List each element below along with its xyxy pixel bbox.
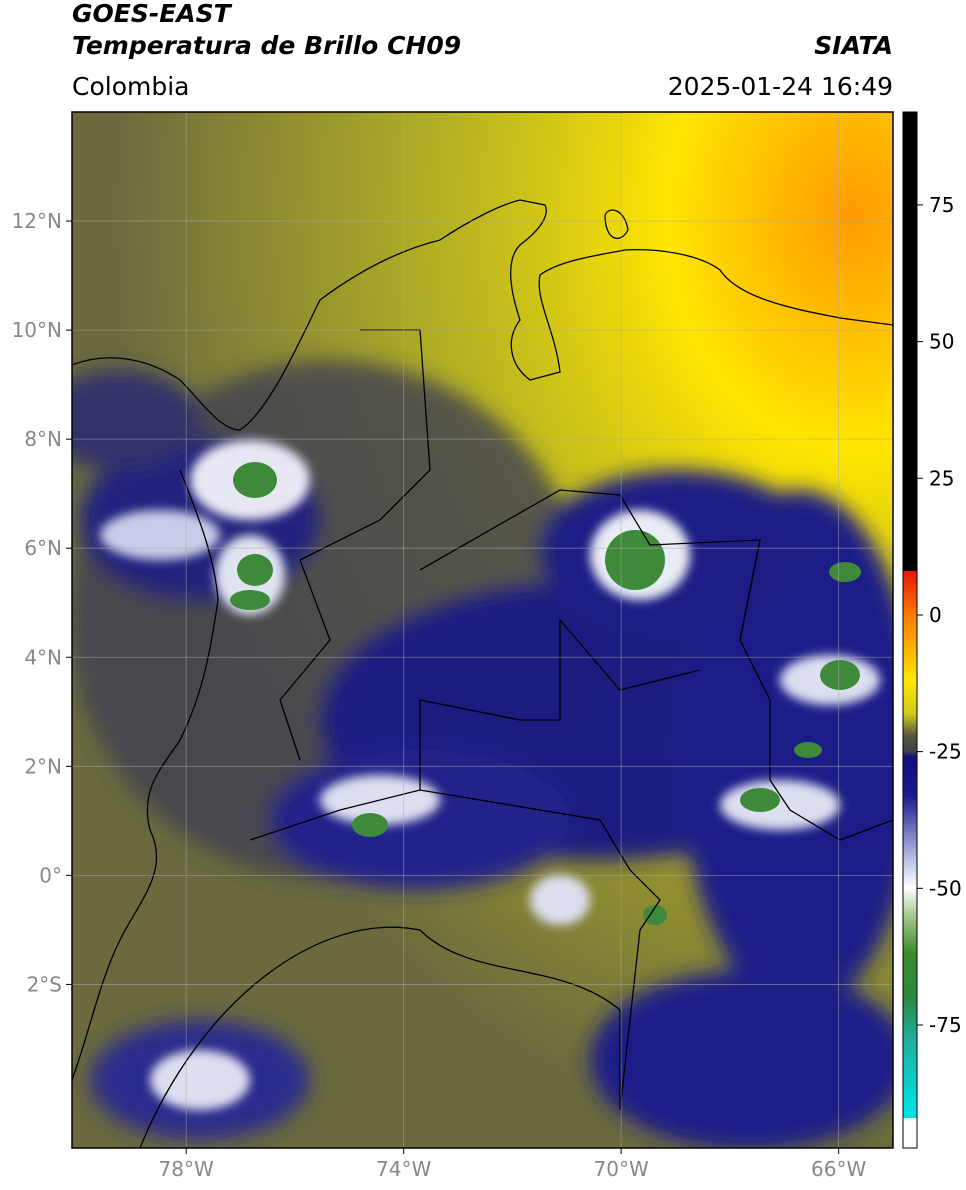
lat-tick-label: 6°N xyxy=(24,536,62,560)
graticule xyxy=(72,112,893,1148)
colorbar-tick-label: 25 xyxy=(929,466,954,490)
lon-tick-label: 74°W xyxy=(376,1157,431,1181)
lat-tick-label: 10°N xyxy=(12,318,62,342)
colorbar-tick-label: 0 xyxy=(929,603,942,627)
source: SIATA xyxy=(814,31,893,60)
title: GOES-EAST xyxy=(72,0,233,28)
coastlines xyxy=(72,199,893,1148)
lon-tick-label: 78°W xyxy=(159,1157,214,1181)
colorbar-tick-label: 75 xyxy=(929,193,954,217)
colorbar-tick-label: -50 xyxy=(929,876,962,900)
colorbar-tick-label: -25 xyxy=(929,740,962,764)
lat-tick-label: 2°N xyxy=(24,754,62,778)
lat-tick-label: 2°S xyxy=(27,972,62,996)
region: Colombia xyxy=(72,72,189,101)
lat-tick-label: 8°N xyxy=(24,427,62,451)
map-frame xyxy=(71,111,894,1149)
lat-tick-label: 4°N xyxy=(24,645,62,669)
lon-tick-label: 66°W xyxy=(811,1157,866,1181)
deep-convection xyxy=(230,462,861,925)
colorbar-tick-label: -75 xyxy=(929,1013,962,1037)
datetime: 2025-01-24 16:49 xyxy=(668,72,893,101)
satellite-image xyxy=(72,112,893,1148)
lat-tick-label: 0° xyxy=(39,863,62,887)
lat-tick-label: 12°N xyxy=(12,209,62,233)
colorbar-tick-label: 50 xyxy=(929,330,954,354)
lon-tick-label: 70°W xyxy=(594,1157,649,1181)
subtitle: Temperatura de Brillo CH09 xyxy=(72,31,461,60)
colorbar xyxy=(902,111,918,1149)
